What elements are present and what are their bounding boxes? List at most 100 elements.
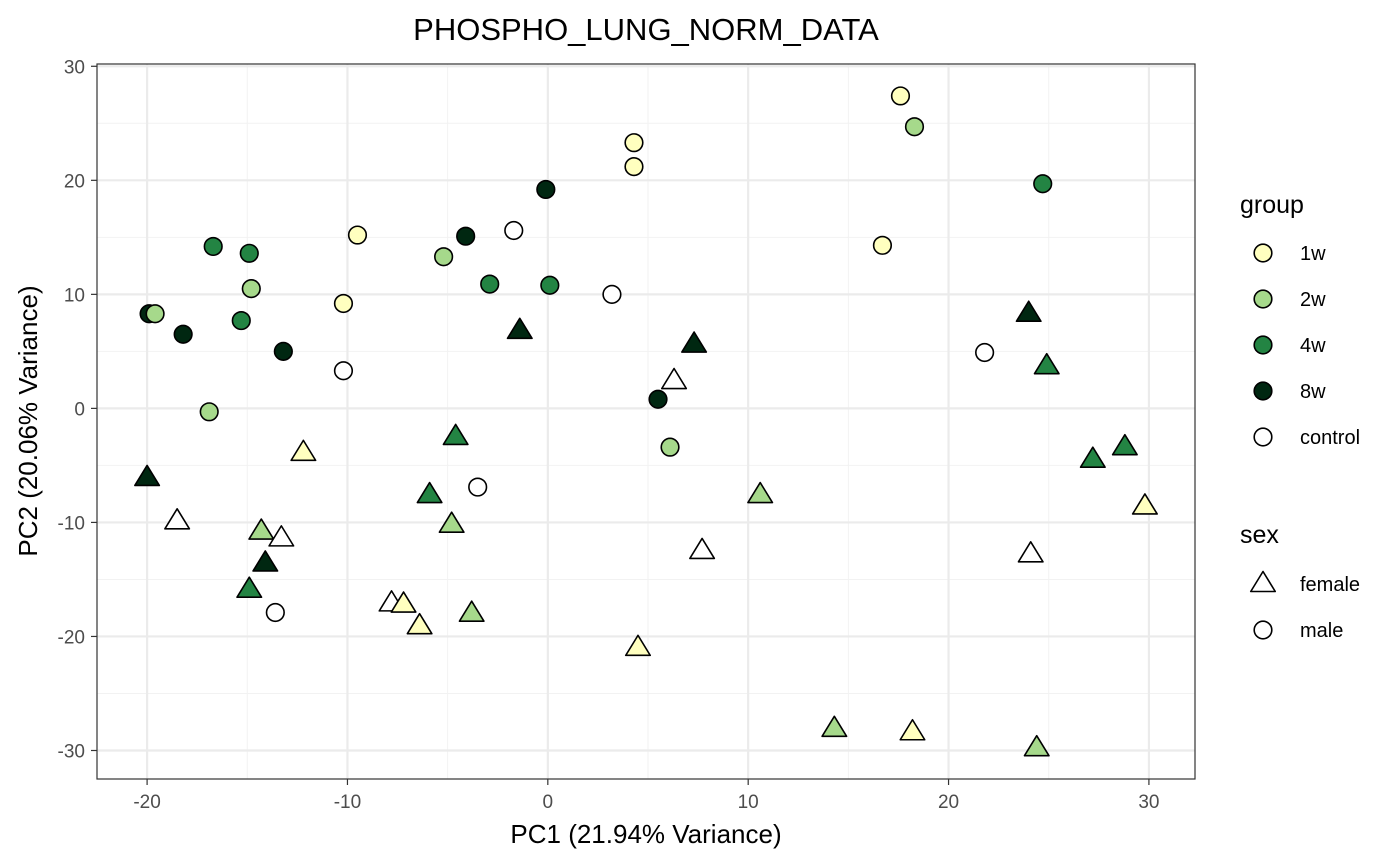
data-point-control-female (268, 525, 295, 547)
data-point-2w-female (747, 481, 774, 504)
legend-label-control: control (1300, 427, 1360, 449)
data-point-control-male (602, 284, 622, 304)
data-point-control-female (689, 537, 716, 560)
data-point-control-male (504, 220, 524, 241)
y-tick-label: 0 (74, 399, 85, 420)
data-point-1w-female (899, 718, 926, 741)
data-point-1w-male (347, 225, 368, 245)
data-point-8w-female (681, 331, 708, 353)
data-point-4w-male (480, 274, 500, 294)
legend-key-8w (1253, 381, 1273, 401)
legend-label-4w: 4w (1300, 335, 1326, 357)
data-point-1w-male (624, 133, 644, 153)
grid-major (97, 64, 1195, 779)
data-point-1w-male (890, 86, 911, 106)
legend-sex-title: sex (1240, 521, 1279, 549)
data-point-2w-male (145, 304, 165, 324)
x-tick-label: 30 (1138, 792, 1159, 813)
y-tick-label: -10 (58, 513, 85, 534)
data-point-8w-male (536, 179, 556, 200)
data-point-2w-female (458, 600, 485, 622)
x-axis-title: PC1 (21.94% Variance) (510, 819, 781, 849)
y-axis: -30 -20 -10 0 10 20 30 (58, 57, 97, 762)
data-point-1w-female (624, 634, 652, 657)
legend-key-1w (1253, 243, 1273, 263)
x-tick-label: 10 (738, 792, 759, 813)
data-point-1w-male (624, 157, 644, 177)
y-tick-label: -20 (58, 627, 85, 648)
y-tick-label: 20 (64, 171, 85, 192)
chart-title: PHOSPHO_LUNG_NORM_DATA (413, 12, 879, 47)
legend-group-title: group (1240, 191, 1304, 219)
legend-label-female: female (1300, 574, 1360, 596)
data-point-4w-female (416, 481, 443, 504)
x-tick-label: -10 (334, 792, 361, 813)
data-point-control-female (1017, 541, 1044, 563)
legend-group: group 1w 2w 4w 8w control (1240, 191, 1360, 449)
data-point-2w-male (660, 437, 680, 457)
data-point-4w-female (1111, 433, 1138, 456)
data-point-2w-male (434, 247, 454, 267)
legend-sex: sex female male (1240, 521, 1360, 642)
data-point-1w-female (290, 439, 317, 462)
data-point-control-male (265, 602, 285, 623)
data-point-4w-male (231, 310, 251, 331)
data-point-8w-female (134, 464, 161, 487)
data-point-2w-male (241, 279, 261, 299)
data-point-2w-male (904, 117, 925, 137)
x-tick-label: 0 (543, 792, 554, 813)
data-point-2w-female (438, 511, 465, 534)
panel-border (96, 63, 1196, 780)
x-tick-label: 20 (938, 792, 959, 813)
data-point-control-female (661, 367, 688, 390)
data-point-8w-female (1015, 300, 1042, 323)
legend-key-control (1253, 427, 1273, 447)
data-point-4w-male (203, 236, 223, 257)
data-point-1w-male (333, 293, 354, 314)
data-point-control-male (468, 477, 488, 497)
data-point-2w-female (248, 518, 275, 540)
legend-label-1w: 1w (1300, 243, 1326, 265)
legend-key-4w (1253, 335, 1273, 355)
data-point-4w-female (236, 576, 263, 599)
data-point-4w-male (239, 243, 259, 263)
x-tick-label: -20 (133, 792, 160, 813)
data-point-2w-female (1023, 734, 1050, 757)
data-point-1w-female (406, 612, 433, 635)
legend-key-male (1253, 620, 1273, 640)
data-point-8w-female (252, 550, 279, 572)
data-point-1w-female (390, 591, 417, 613)
data-point-8w-female (506, 317, 533, 340)
data-point-2w-male (199, 402, 219, 422)
data-point-8w-male (456, 226, 476, 246)
data-point-control-female (164, 507, 191, 530)
plot-panel (96, 63, 1196, 780)
data-point-4w-female (442, 423, 469, 446)
legend-key-2w (1253, 289, 1273, 309)
legend-label-male: male (1300, 620, 1343, 642)
data-point-1w-male (872, 235, 893, 255)
y-axis-title: PC2 (20.06% Variance) (13, 285, 43, 556)
data-point-8w-male (173, 324, 193, 344)
data-points (134, 86, 1158, 757)
data-point-control-male (975, 342, 995, 363)
panel-background (97, 64, 1195, 779)
y-tick-label: 30 (64, 57, 85, 78)
data-point-8w-male (273, 341, 293, 361)
legend-key-female (1249, 570, 1277, 593)
y-tick-label: 10 (64, 285, 85, 306)
data-point-4w-male (1033, 174, 1053, 194)
grid-minor (97, 64, 1195, 779)
data-point-8w-male (648, 389, 668, 409)
data-point-control-male (333, 361, 354, 381)
legend-label-8w: 8w (1300, 381, 1326, 403)
data-point-1w-female (1131, 493, 1158, 515)
data-point-4w-male (540, 275, 560, 295)
legend-label-2w: 2w (1300, 289, 1326, 311)
data-point-4w-female (1079, 446, 1106, 469)
data-point-4w-female (1033, 352, 1060, 375)
data-point-2w-female (821, 715, 848, 738)
x-axis: -20 -10 0 10 20 30 (133, 779, 1159, 813)
y-tick-label: -30 (58, 741, 85, 762)
